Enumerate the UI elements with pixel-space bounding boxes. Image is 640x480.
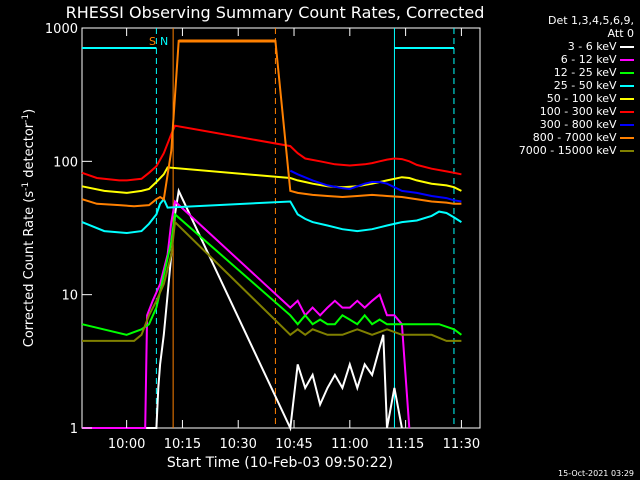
marker-s-label: S [149,35,156,48]
y-tick-label: 1 [70,422,78,437]
x-tick-label: 10:30 [219,437,256,452]
legend: Det 1,3,4,5,6,9, Att 0 3 - 6 keV 6 - 12 … [488,14,634,157]
legend-header-att: Att 0 [607,27,634,40]
series-line-8 [82,219,462,342]
series-line-7 [81,39,462,208]
footer-date: 15-Oct-2021 03:29 [558,469,634,478]
x-tick-label: 11:30 [443,437,480,452]
series-line-6 [289,169,462,203]
chart-title: RHESSI Observing Summary Count Rates, Co… [66,3,485,22]
series-line-1 [82,199,411,429]
series-line-4 [81,166,462,194]
marker-n-label: N [160,35,168,48]
legend-label: 6 - 12 keV [560,53,620,66]
legend-swatch [620,111,634,113]
legend-swatch [620,59,634,61]
legend-item-0: 3 - 6 keV [488,40,634,53]
legend-item-2: 12 - 25 keV [488,66,634,79]
legend-swatch [620,98,634,100]
legend-swatch [620,46,634,48]
legend-label: 25 - 50 keV [553,79,620,92]
legend-item-3: 25 - 50 keV [488,79,634,92]
legend-swatch [620,72,634,74]
legend-item-4: 50 - 100 keV [488,92,634,105]
x-axis-label: Start Time (10-Feb-03 09:50:22) [167,455,393,471]
legend-swatch [620,124,634,126]
legend-label: 12 - 25 keV [553,66,620,79]
x-tick-label: 10:00 [108,437,145,452]
legend-label: 3 - 6 keV [567,40,620,53]
legend-item-8: 7000 - 15000 keV [488,144,634,157]
y-axis-label: Corrected Count Rate (s-1 detector-1) [21,109,37,347]
instrument-state-lines [82,28,455,428]
legend-label: 800 - 7000 keV [532,131,620,144]
series-group [81,39,462,432]
legend-item-6: 300 - 800 keV [488,118,634,131]
x-tick-label: 10:15 [164,437,201,452]
x-tick-label: 11:00 [331,437,368,452]
y-tick-label: 10 [61,289,78,304]
x-axis-ticks: 10:00 10:15 10:30 10:45 11:00 11:15 11:30 [108,28,480,452]
legend-swatch [620,85,634,87]
legend-item-5: 100 - 300 keV [488,105,634,118]
y-tick-label: 1000 [45,22,78,37]
legend-item-1: 6 - 12 keV [488,53,634,66]
legend-item-7: 800 - 7000 keV [488,131,634,144]
series-line-3 [81,197,462,235]
legend-swatch [620,150,634,152]
legend-swatch [620,137,634,139]
y-axis-ticks: 1 10 100 1000 [45,22,92,437]
legend-label: 100 - 300 keV [539,105,620,118]
y-tick-label: 100 [53,155,78,170]
legend-label: 7000 - 15000 keV [518,144,620,157]
series-line-5 [81,124,462,182]
plot-frame [81,27,481,429]
legend-header: Det 1,3,4,5,6,9, [547,14,634,27]
x-tick-label: 11:15 [387,437,424,452]
series-line-0 [82,187,403,432]
legend-label: 300 - 800 keV [539,118,620,131]
x-tick-label: 10:45 [275,437,312,452]
legend-label: 50 - 100 keV [546,92,620,105]
